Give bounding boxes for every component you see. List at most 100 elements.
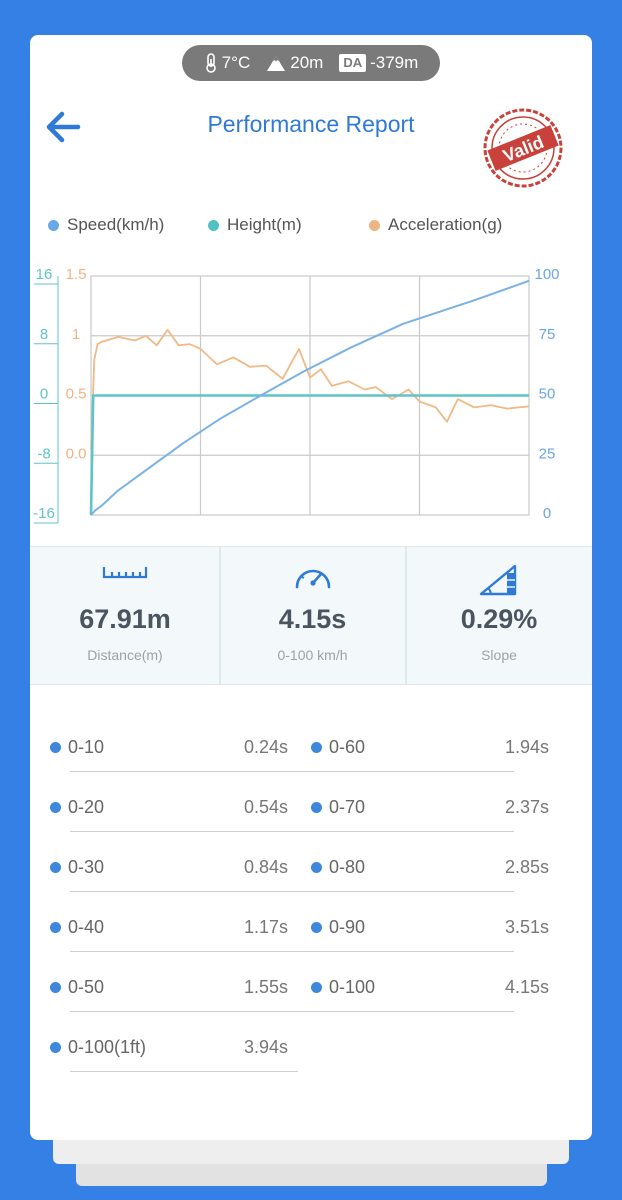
split-dot [50,922,61,933]
legend-speed-label: Speed(km/h) [67,215,165,234]
split-dot [311,802,322,813]
split-divider [70,831,298,832]
split-dot [50,802,61,813]
legend-acceleration: Acceleration(g) [369,215,502,235]
stat-divider [219,547,221,684]
height-series-line [89,394,529,516]
acceleration-tick-label: 0.0 [66,445,87,462]
split-dot [311,742,322,753]
legend-height-dot [208,219,219,231]
split-divider [291,891,514,892]
split-label: 0-100(1ft) [68,1037,147,1057]
split-row: 0-20 0.54s [50,783,298,843]
acceleration-tick-label: 1 [72,326,80,343]
slope-stat: 0.29% Slope [406,547,592,684]
altitude-group: 20m [266,53,323,73]
split-label: 0-60 [329,737,366,757]
distance-value: 67.91m [79,604,171,634]
split-row: 0-60 1.94s [291,723,549,783]
speed-tick-label: 25 [539,445,556,462]
legend-speed: Speed(km/h) [48,215,164,235]
split-divider [70,771,298,772]
conditions-pill: 7°C 20m DA -379m [182,45,440,81]
split-value: 4.15s [504,977,549,997]
split-row: 0-80 2.85s [291,843,549,903]
ruler-icon [102,567,148,579]
speed-tick-label: 50 [539,386,556,403]
height-tick-label: 16 [36,266,53,283]
mountain-icon [267,56,286,71]
split-value: 0.84s [243,857,288,877]
acceleration-time-label: 0-100 km/h [277,647,348,663]
acceleration-tick-label: 1.5 [66,266,87,283]
split-value: 2.85s [504,857,549,877]
split-dot [50,862,61,873]
height-tick-label: -8 [37,445,50,462]
height-tick-label: 8 [40,326,48,343]
split-label: 0-90 [329,917,366,937]
split-divider [291,1011,514,1012]
split-dot [50,1042,61,1053]
split-dot [50,982,61,993]
split-row: 0-40 1.17s [50,903,298,963]
valid-stamp-icon: Valid [483,108,563,188]
legend-height: Height(m) [208,215,302,235]
thermometer-icon [205,53,216,73]
chart-legend: Speed(km/h) Height(m) Acceleration(g) [48,215,578,239]
split-value: 0.24s [243,737,288,757]
legend-acceleration-label: Acceleration(g) [388,215,503,234]
acceleration-series-line [90,328,530,450]
height-tick-label: 0 [40,386,48,403]
distance-label: Distance(m) [87,647,163,663]
stat-divider [405,547,407,684]
page-title: Performance Report [207,111,415,137]
slope-label: Slope [481,647,517,663]
split-times: 0-10 0.24s 0-20 0.54s 0-30 0.84s 0-40 1.… [30,683,592,1083]
split-dot [50,742,61,753]
split-row: 0-100(1ft) 3.94s [50,1023,298,1083]
split-divider [291,831,514,832]
speed-tick-label: 100 [534,266,559,283]
stats-panel: 67.91m Distance(m) 4.15s 0-100 km/h [30,546,592,685]
speed-series-line [90,279,530,516]
slope-value: 0.29% [460,604,538,634]
split-divider [70,1071,298,1072]
performance-chart: 16 8 0 -8 -16 1.5 1 0.5 0.0 100 75 50 25 0 [33,266,560,524]
split-row: 0-100 4.15s [291,963,549,1023]
split-value: 1.55s [243,977,288,997]
split-row: 0-70 2.37s [291,783,549,843]
acceleration-time-stat: 4.15s 0-100 km/h [220,547,405,684]
split-value: 3.51s [504,917,549,937]
speed-tick-label: 0 [543,505,551,522]
split-row: 0-10 0.24s [50,723,298,783]
split-row: 0-50 1.55s [50,963,298,1023]
arrow-left-icon[interactable] [44,109,84,145]
legend-height-label: Height(m) [227,215,302,234]
split-value: 3.94s [243,1037,288,1057]
split-label: 0-30 [68,857,105,877]
performance-report-card: 7°C 20m DA -379m Performance Report Vali… [30,35,592,1140]
split-value: 0.54s [243,797,288,817]
split-label: 0-40 [68,917,105,937]
da-badge: DA [339,54,367,72]
split-value: 2.37s [504,797,549,817]
speed-tick-label: 75 [539,326,556,343]
split-divider [70,1011,298,1012]
split-dot [311,862,322,873]
split-value: 1.94s [504,737,549,757]
temperature-value: 7°C [221,53,251,72]
slope-icon [479,564,517,596]
split-dot [311,922,322,933]
altitude-value: 20m [290,53,324,72]
split-dot [311,982,322,993]
split-divider [291,771,514,772]
split-value: 1.17s [243,917,288,937]
split-label: 0-50 [68,977,105,997]
split-divider [70,951,298,952]
speedometer-icon [295,569,330,589]
density-altitude-group: DA -379m [339,53,418,73]
legend-speed-dot [48,219,59,231]
legend-acceleration-dot [369,219,380,231]
height-tick-label: -16 [33,505,55,522]
split-label: 0-20 [68,797,105,817]
